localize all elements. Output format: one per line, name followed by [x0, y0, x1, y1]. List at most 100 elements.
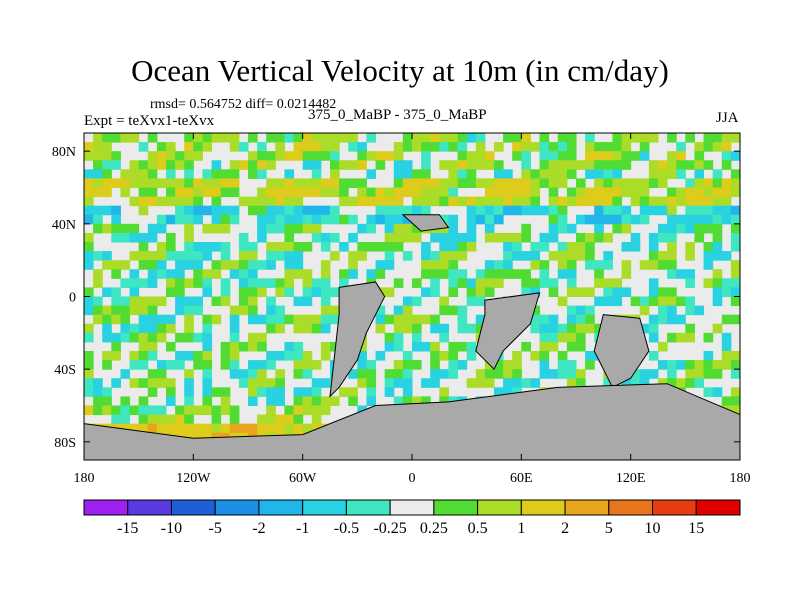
field-cell [202, 369, 213, 379]
field-cell [548, 232, 559, 243]
field-cell [448, 169, 459, 179]
field-cell [266, 423, 276, 434]
field-cell [566, 133, 577, 143]
field-cell [521, 223, 531, 234]
field-cell [111, 296, 121, 307]
field-cell [621, 142, 632, 152]
field-cell [393, 142, 404, 152]
field-cell [457, 360, 468, 370]
field-cell [512, 187, 522, 198]
field-cell [129, 323, 140, 334]
field-cell [685, 178, 695, 188]
field-cell [548, 187, 559, 198]
field-cell [229, 269, 240, 279]
field-cell [703, 332, 714, 343]
field-cell [393, 323, 404, 334]
field-cell [730, 387, 741, 397]
field-cell [184, 305, 194, 316]
field-cell [248, 160, 258, 170]
field-cell [84, 296, 94, 307]
field-cell [539, 269, 550, 279]
field-cell [84, 305, 94, 316]
field-cell [366, 214, 377, 225]
field-cell [448, 223, 459, 234]
field-cell [302, 296, 313, 307]
colorbar-label: 5 [605, 520, 613, 537]
field-cell [293, 323, 304, 334]
field-cell [84, 142, 94, 152]
field-cell [512, 251, 522, 261]
field-cell [166, 269, 176, 279]
field-cell [585, 242, 595, 252]
field-cell [184, 423, 194, 434]
colorbar-label: -2 [252, 520, 265, 537]
field-cell [220, 405, 231, 416]
field-cell [266, 414, 276, 425]
field-cell [457, 196, 468, 207]
field-cell [166, 214, 176, 225]
field-cell [703, 278, 714, 288]
field-cell [248, 205, 258, 216]
field-cell [366, 360, 377, 370]
x-tick-label: 120W [176, 471, 211, 486]
field-cell [721, 133, 732, 143]
field-cell [211, 269, 222, 279]
field-cell [302, 269, 313, 279]
field-cell [375, 196, 386, 207]
field-cell [484, 160, 495, 170]
field-cell [412, 314, 422, 325]
field-cell [284, 196, 295, 207]
field-cell [439, 232, 449, 243]
field-cell [147, 133, 158, 143]
field-cell [266, 214, 276, 225]
colorbar-box [652, 499, 697, 516]
field-cell [621, 178, 632, 188]
field-cell [557, 133, 568, 143]
field-cell [111, 223, 121, 234]
field-cell [721, 332, 732, 343]
field-cell [166, 169, 176, 179]
field-cell [658, 178, 668, 188]
field-cell [594, 323, 604, 334]
field-cell [284, 287, 295, 297]
field-cell [293, 242, 304, 252]
colorbar-box [477, 499, 522, 516]
field-cell [466, 323, 477, 334]
field-cell [703, 387, 714, 397]
field-cell [202, 205, 213, 216]
field-cell [685, 223, 695, 234]
field-cell [412, 341, 422, 352]
field-cell [512, 205, 522, 216]
field-cell [320, 232, 331, 243]
field-cell [585, 214, 595, 225]
field-cell [293, 133, 304, 143]
field-cell [412, 360, 422, 370]
field-cell [612, 133, 623, 143]
field-cell [257, 369, 267, 379]
field-cell [293, 269, 304, 279]
field-cell [138, 360, 149, 370]
field-cell [248, 305, 258, 316]
field-cell [658, 260, 668, 270]
field-cell [475, 160, 486, 170]
field-cell [603, 378, 613, 388]
field-cell [648, 196, 659, 207]
field-cell [685, 133, 695, 143]
field-cell [667, 242, 677, 252]
field-cell [284, 314, 295, 325]
field-cell [730, 232, 741, 243]
field-cell [357, 351, 367, 361]
field-cell [302, 214, 313, 225]
field-cell [102, 251, 112, 261]
field-cell [712, 214, 723, 225]
field-cell [184, 351, 194, 361]
field-cell [412, 232, 422, 243]
field-cell [585, 232, 595, 243]
field-cell [402, 360, 413, 370]
field-cell [202, 169, 213, 179]
field-cell [430, 287, 440, 297]
field-cell [111, 314, 121, 325]
field-cell [330, 305, 340, 316]
field-cell [667, 223, 677, 234]
field-cell [311, 314, 322, 325]
